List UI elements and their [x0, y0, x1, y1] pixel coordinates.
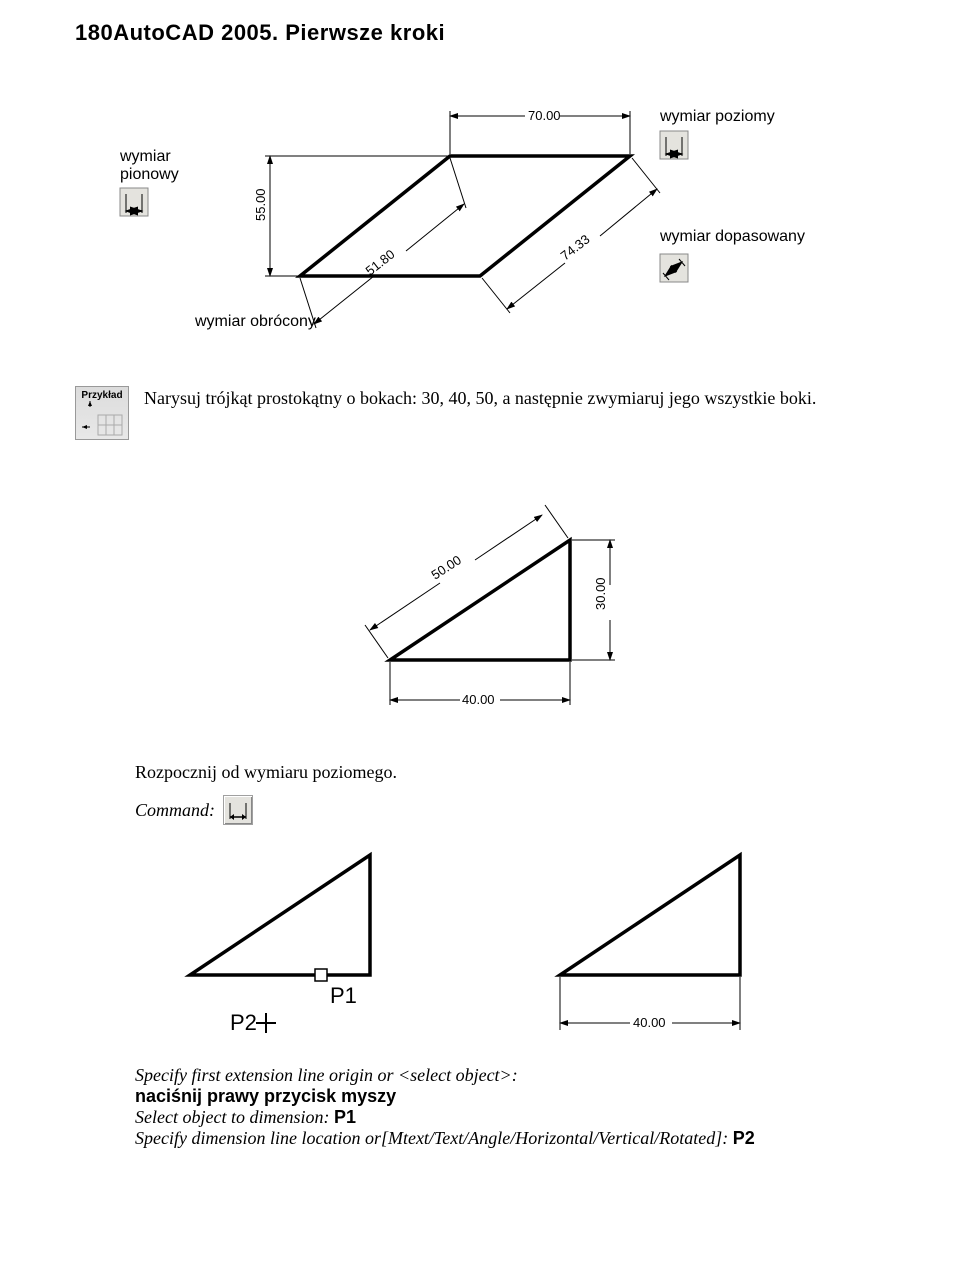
cmd-line3a: Select object to dimension:	[135, 1107, 334, 1127]
label-p2: P2	[230, 1010, 257, 1035]
crosshair-p2	[256, 1013, 276, 1033]
dim-left: 55.00	[253, 156, 448, 276]
svg-text:70.00: 70.00	[528, 108, 561, 123]
linear-dim-icon-2	[660, 131, 688, 159]
label-wymiar-dopasowany: wymiar dopasowany	[659, 228, 805, 245]
svg-text:55.00: 55.00	[253, 188, 268, 221]
command-label: Command:	[135, 798, 215, 823]
command-block: Specify first extension line origin or <…	[135, 1065, 885, 1149]
svg-text:51.80: 51.80	[363, 247, 398, 279]
svg-text:74.33: 74.33	[558, 232, 593, 264]
figure-2: 40.00 30.00 50.00	[75, 460, 885, 740]
triangle-right	[560, 855, 740, 975]
cmd-line3b: P1	[334, 1107, 356, 1127]
pick-box-p1	[315, 969, 327, 981]
cmd-line4b: P2	[733, 1128, 755, 1148]
linear-dim-icon-inline	[223, 795, 253, 825]
dim-bottom: 51.80	[300, 158, 466, 328]
text-rozpocznij: Rozpocznij od wymiaru poziomego.	[135, 760, 885, 785]
figure-1: wymiar pionowy wymiar poziomy wymiar dop…	[75, 76, 885, 356]
parallelogram	[300, 156, 630, 276]
dim-40-right: 40.00	[633, 1015, 666, 1030]
dim-top: 70.00	[450, 108, 630, 154]
przyklad-text: Narysuj trójkąt prostokątny o bokach: 30…	[144, 386, 816, 411]
linear-dim-icon	[120, 188, 148, 216]
book-title: AutoCAD 2005. Pierwsze kroki	[113, 20, 445, 46]
cmd-line1: Specify first extension line origin or <…	[135, 1065, 518, 1085]
label-wymiar-pionowy-1: wymiar	[119, 148, 171, 165]
triangle-left	[190, 855, 370, 975]
label-p1: P1	[330, 983, 357, 1008]
label-wymiar-poziomy: wymiar poziomy	[659, 108, 775, 125]
cmd-line2: naciśnij prawy przycisk myszy	[135, 1086, 396, 1106]
cmd-line4a: Specify dimension line location or[Mtext…	[135, 1128, 733, 1148]
dim-hyp: 50.00	[428, 552, 463, 582]
page-header: 180 AutoCAD 2005. Pierwsze kroki	[75, 20, 885, 46]
dim-base: 40.00	[462, 692, 495, 707]
przyklad-icon: Przykład	[75, 386, 129, 440]
dim-vert: 30.00	[593, 577, 608, 610]
figure-3: P1 P2 40.00	[75, 835, 885, 1045]
label-wymiar-pionowy-2: pionowy	[120, 166, 179, 183]
aligned-dim-icon	[660, 254, 688, 282]
page-number: 180	[75, 20, 113, 46]
dim-right: 74.33	[482, 158, 660, 313]
label-wymiar-obrocony: wymiar obrócony	[194, 313, 316, 330]
triangle	[390, 540, 570, 660]
